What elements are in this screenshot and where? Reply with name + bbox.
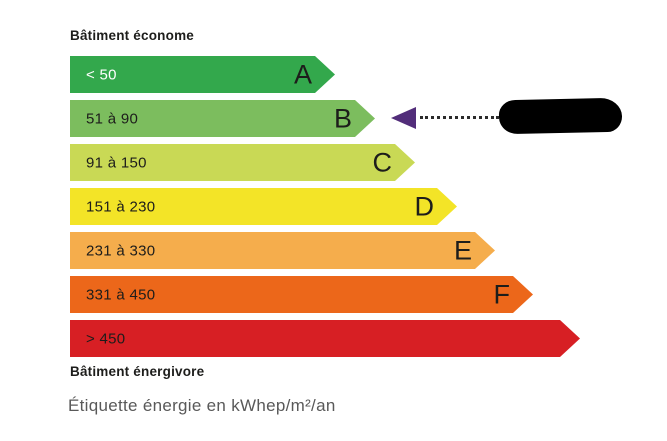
energy-hungry-building-label: Bâtiment énergivore (70, 364, 205, 379)
energy-bar-b: 51 à 90 B (70, 100, 375, 137)
economical-building-label: Bâtiment économe (70, 28, 194, 43)
redacted-value-blob (498, 97, 623, 135)
energy-range-label: > 450 (86, 330, 126, 347)
energy-class-letter: B (333, 103, 352, 133)
energy-class-letter: A (293, 59, 312, 89)
dotted-connector-line (420, 116, 499, 119)
energy-bar-a: < 50 A (70, 56, 335, 93)
energy-range-label: 151 à 230 (86, 198, 156, 215)
energy-range-label: 331 à 450 (86, 286, 156, 303)
energy-range-label: 51 à 90 (86, 110, 139, 127)
energy-class-letter: E (453, 235, 472, 265)
left-arrow-icon (391, 107, 416, 129)
energy-bar-f: 331 à 450 F (70, 276, 533, 313)
energy-bar-e: 231 à 330 E (70, 232, 495, 269)
energy-class-letter: F (493, 279, 510, 309)
energy-bar-d: 151 à 230 D (70, 188, 457, 225)
energy-range-label: 91 à 150 (86, 154, 147, 171)
chart-caption: Étiquette énergie en kWhep/m²/an (68, 396, 336, 415)
energy-range-label: 231 à 330 (86, 242, 156, 259)
energy-range-label: < 50 (86, 66, 117, 83)
energy-class-letter: C (372, 147, 392, 177)
energy-bar-g: > 450 (70, 320, 580, 357)
energy-bar-c: 91 à 150 C (70, 144, 415, 181)
energy-class-letter: D (414, 191, 434, 221)
